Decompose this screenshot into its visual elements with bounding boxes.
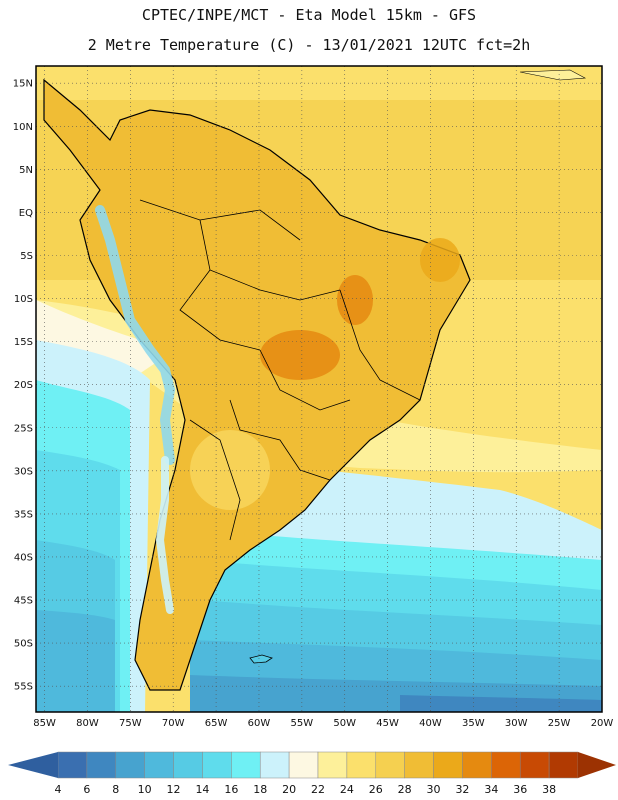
lat-tick-label: 20S: [14, 380, 33, 391]
lon-tick-label: 35W: [462, 718, 485, 729]
colorbar-swatch: [433, 751, 463, 779]
temperature-field: [36, 66, 602, 712]
colorbar-label: 12: [167, 783, 181, 796]
map-frame: [35, 65, 603, 713]
colorbar-high-arrow: [578, 752, 616, 778]
colorbar-label: 28: [398, 783, 412, 796]
colorbar-swatch: [491, 751, 521, 779]
colorbar-swatch: [462, 751, 492, 779]
lon-tick-label: 45W: [376, 718, 399, 729]
colorbar-swatch: [57, 751, 88, 779]
lat-tick-label: 50S: [14, 639, 33, 650]
colorbar-low-arrow: [8, 752, 58, 778]
colorbar-label: 8: [112, 783, 119, 796]
map-title-line2: 2 Metre Temperature (C) - 13/01/2021 12U…: [87, 36, 531, 54]
atlantic-band-6: [400, 695, 602, 712]
colorbar-label: 38: [542, 783, 556, 796]
lon-tick-label: 60W: [248, 718, 271, 729]
colorbar-swatch: [259, 751, 290, 779]
colorbar-label: 32: [455, 783, 469, 796]
colorbar-swatch: [404, 751, 434, 779]
northeast-coast-warm: [420, 238, 460, 282]
lat-tick-label: 55S: [14, 682, 33, 693]
pacific-band-10: [36, 610, 115, 712]
colorbar-label: 16: [224, 783, 238, 796]
caribbean-islands: [519, 69, 587, 81]
colorbar-label: 6: [83, 783, 90, 796]
lon-tick-label: 50W: [333, 718, 356, 729]
lat-tick-label: 35S: [14, 509, 33, 520]
colorbar-swatch: [202, 751, 232, 779]
colorbar-swatch: [346, 751, 377, 779]
falkland-islands: [249, 654, 273, 664]
northeast-hot-spot: [337, 275, 373, 325]
lat-tick-label: 45S: [14, 596, 33, 607]
colorbar-swatch: [288, 751, 319, 779]
lat-tick-label: 5N: [19, 165, 33, 176]
colorbar-label: 30: [427, 783, 441, 796]
colorbar-swatch: [375, 751, 405, 779]
map-title-line1: CPTEC/INPE/MCT - Eta Model 15km - GFS: [141, 6, 477, 24]
colorbar-swatch: [231, 751, 261, 779]
lon-tick-label: 80W: [76, 718, 99, 729]
lat-tick-label: 15S: [14, 337, 33, 348]
lat-tick-label: 5S: [20, 251, 33, 262]
lon-tick-label: 25W: [548, 718, 571, 729]
lat-tick-label: 10S: [14, 294, 33, 305]
colorbar-swatch: [173, 751, 203, 779]
lat-tick-label: EQ: [19, 208, 33, 219]
andes-south-ridge: [155, 456, 174, 614]
lon-tick-label: 20W: [591, 718, 614, 729]
colorbar-label: 10: [138, 783, 152, 796]
central-brazil-hot-spot: [260, 330, 340, 380]
lat-tick-label: 30S: [14, 466, 33, 477]
country-borders: [139, 199, 421, 541]
lon-tick-label: 70W: [162, 718, 185, 729]
lat-tick-label: 10N: [13, 122, 33, 133]
colorbar-label: 22: [311, 783, 325, 796]
lat-tick-label: 25S: [14, 423, 33, 434]
lat-tick-label: 15N: [13, 79, 33, 90]
colorbar: 4 6 8 10 12 14 16 18 20 22 24 26 28 30 32 34 36 38: [8, 751, 616, 796]
colorbar-swatch: [548, 751, 579, 779]
colorbar-swatch: [144, 751, 174, 779]
colorbar-swatch: [317, 751, 348, 779]
colorbar-swatch: [86, 751, 117, 779]
colorbar-label: 4: [55, 783, 62, 796]
colorbar-label: 34: [484, 783, 498, 796]
colorbar-label: 18: [253, 783, 267, 796]
andes-cool-ridge: [95, 205, 176, 465]
lon-tick-label: 30W: [505, 718, 528, 729]
colorbar-label: 26: [369, 783, 383, 796]
lon-tick-label: 40W: [419, 718, 442, 729]
lon-tick-label: 85W: [33, 718, 56, 729]
lon-tick-label: 55W: [291, 718, 314, 729]
lon-tick-label: 65W: [205, 718, 228, 729]
lon-tick-label: 75W: [119, 718, 142, 729]
latitude-labels: 15N 10N 5N EQ 5S 10S 15S 20S 25S 30S 35S 40S 45S 50S 5…: [13, 79, 33, 693]
colorbar-label: 14: [195, 783, 209, 796]
colorbar-swatch: [519, 751, 550, 779]
colorbar-swatch: [115, 751, 145, 779]
longitude-labels: 85W 80W 75W 70W 65W 60W 55W 50W 45W 40W 35W 30W 25W 2…: [33, 718, 613, 729]
colorbar-label: 20: [282, 783, 296, 796]
colorbar-label: 36: [513, 783, 527, 796]
lat-tick-label: 40S: [14, 552, 33, 563]
colorbar-label: 24: [340, 783, 354, 796]
